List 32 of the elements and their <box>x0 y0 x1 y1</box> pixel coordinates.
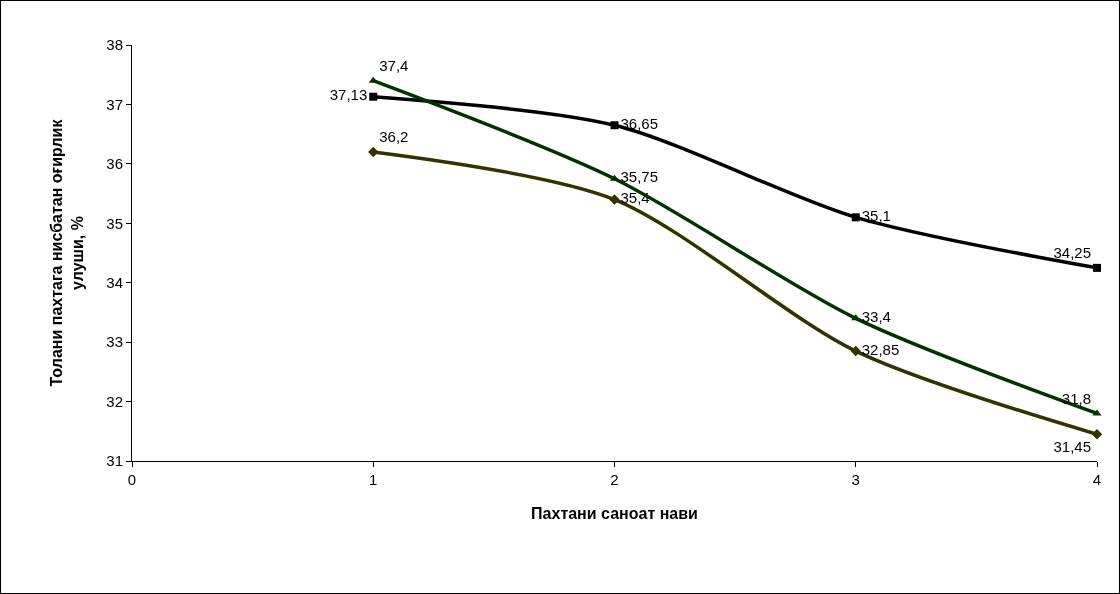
data-label: 37,4 <box>379 56 409 74</box>
y-tick-label: 37 <box>106 95 123 113</box>
data-label: 31,8 <box>1061 389 1091 407</box>
point <box>369 92 378 101</box>
y-tick-label: 36 <box>106 155 123 173</box>
data-label: 32,85 <box>861 340 900 358</box>
x-tick-label: 0 <box>127 471 137 488</box>
point <box>851 213 860 222</box>
x-tick-label: 1 <box>369 471 378 488</box>
point <box>1091 429 1103 440</box>
y-tick-label: 38 <box>106 36 123 54</box>
data-label: 31,45 <box>1053 437 1091 455</box>
data-label: 34,25 <box>1053 244 1091 262</box>
x-tick-label: 3 <box>851 471 860 488</box>
x-tick-label: 4 <box>1092 471 1102 488</box>
x-tick-label: 2 <box>610 471 619 488</box>
point <box>368 146 379 158</box>
data-label: 37,13 <box>329 86 368 104</box>
y-tick-label: 34 <box>106 273 123 291</box>
x-axis-title: Пахтани саноат нави <box>531 504 698 522</box>
y-tick-label: 31 <box>106 452 123 470</box>
data-label: 35,75 <box>620 168 659 186</box>
y-tick-label: 33 <box>106 333 123 351</box>
y-tick-label: 32 <box>106 392 123 410</box>
data-label: 33,4 <box>861 308 891 326</box>
point <box>1093 263 1101 272</box>
y-axis-title: Толани пахтага нисбатан оғирлик улуши, % <box>48 118 87 387</box>
data-label: 36,2 <box>379 128 409 146</box>
point <box>609 194 620 205</box>
y-tick-label: 35 <box>106 214 123 232</box>
point <box>850 345 861 357</box>
point <box>610 121 619 130</box>
